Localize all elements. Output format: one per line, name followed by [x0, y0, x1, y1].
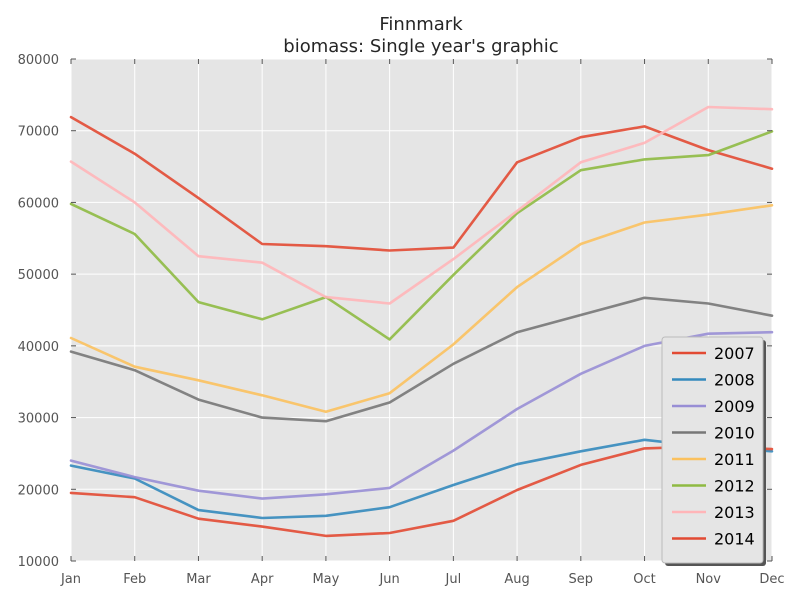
y-tick-label: 70000 [18, 125, 59, 140]
legend-label-2012: 2012 [714, 477, 755, 496]
series-line-2008 [69, 438, 774, 520]
y-tick-label: 40000 [18, 340, 59, 355]
legend-label-2010: 2010 [714, 424, 755, 443]
legend-label-2014: 2014 [714, 530, 755, 549]
x-tick-label: Nov [696, 572, 722, 587]
legend-label-2008: 2008 [714, 371, 755, 390]
series-line-2012 [69, 130, 774, 341]
legend-label-2007: 2007 [714, 344, 755, 363]
y-tick-label: 10000 [18, 555, 59, 570]
y-tick-label: 60000 [18, 196, 59, 211]
x-tick-label: Mar [186, 572, 211, 587]
series-line-2010 [69, 296, 774, 423]
legend-box [661, 336, 764, 564]
x-tick-label: Dec [759, 572, 784, 587]
series-line-2011 [69, 204, 774, 414]
legend: 2007 2008 2009 2010 2011 2012 2013 2014 [661, 336, 766, 566]
series-line-2014 [69, 444, 774, 538]
x-tick-label: Feb [123, 572, 146, 587]
plot-area [71, 59, 772, 561]
chart-title: Finnmark [379, 14, 463, 35]
legend-label-2009: 2009 [714, 397, 755, 416]
x-tick-label: Jun [378, 572, 399, 587]
x-tick-label: May [312, 572, 339, 587]
chart-subtitle: biomass: Single year's graphic [283, 36, 558, 57]
x-tick-label: Sep [569, 572, 594, 587]
series-line-2013 [69, 105, 774, 305]
y-tick-label: 30000 [18, 412, 59, 427]
x-tick-label: Jan [60, 572, 81, 587]
series-line-2007 [69, 115, 774, 252]
series-line-2009 [69, 330, 774, 500]
y-tick-label: 20000 [18, 483, 59, 498]
series-lines [69, 105, 774, 538]
y-tick-label: 80000 [18, 53, 59, 68]
x-tick-label: Jul [445, 572, 462, 587]
x-tick-label: Oct [633, 572, 655, 587]
y-tick-label: 50000 [18, 268, 59, 283]
x-tick-label: Apr [251, 572, 274, 587]
axes: 10000 20000 30000 40000 50000 60000 70000 80000… [18, 53, 785, 587]
legend-label-2011: 2011 [714, 450, 755, 469]
x-tick-label: Aug [504, 572, 529, 587]
legend-label-2013: 2013 [714, 503, 755, 522]
